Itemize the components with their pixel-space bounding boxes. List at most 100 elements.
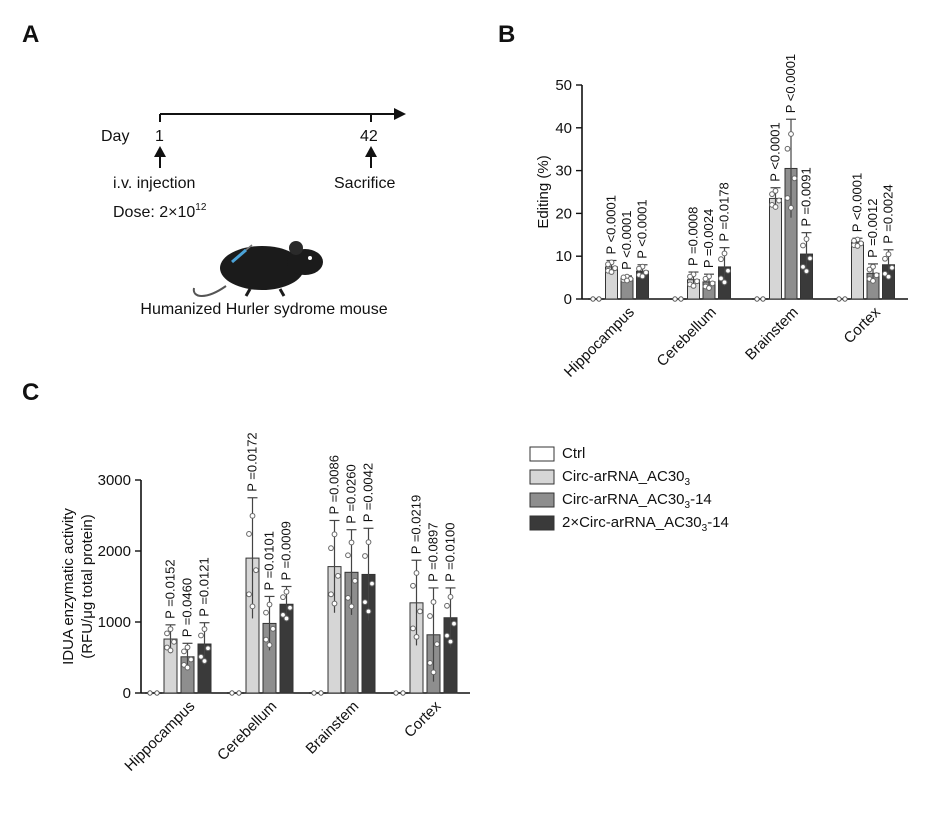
y-axis-label: IDUA enzymatic activity: [60, 508, 77, 665]
data-point: [678, 296, 684, 302]
p-value-label: P =0.0009: [279, 521, 294, 580]
data-point: [725, 267, 731, 274]
data-point: [318, 690, 324, 696]
y-tick-label: 2000: [98, 543, 131, 560]
dose-prefix: Dose: 2×10: [113, 204, 195, 221]
data-point: [427, 659, 433, 666]
p-value-label: P =0.0024: [701, 209, 716, 268]
data-point: [605, 261, 611, 268]
data-point: [365, 608, 372, 615]
timeline: Day 1 42 i.v. injection Sacrifice Dose: …: [101, 108, 406, 221]
legend-suffix: -14: [707, 514, 729, 531]
data-point: [249, 603, 256, 610]
category-label: Cortex: [401, 697, 445, 741]
data-point: [280, 612, 286, 618]
data-point: [345, 594, 351, 601]
legend-subscript: 3: [685, 477, 691, 488]
y-tick-label: 0: [123, 685, 131, 702]
data-point: [410, 582, 416, 589]
data-point: [263, 609, 269, 616]
data-point: [249, 512, 256, 519]
y-tick-label: 1000: [98, 614, 131, 631]
data-point: [328, 545, 334, 552]
data-point: [147, 690, 153, 696]
data-point: [784, 195, 791, 201]
category-label: Hippocampus: [121, 698, 198, 775]
data-point: [639, 273, 646, 280]
legend: CtrlCirc-arRNA_AC303Circ-arRNA_AC303-142…: [529, 445, 729, 534]
legend-label: 2×Circ-arRNA_AC30: [562, 514, 702, 531]
p-value-label: P =0.0460: [180, 578, 195, 637]
data-point: [836, 296, 842, 302]
p-value-label: P =0.0012: [865, 198, 880, 257]
data-point: [721, 250, 728, 257]
p-value-label: P =0.0172: [245, 432, 260, 491]
y-tick-label: 0: [564, 291, 572, 308]
data-point: [188, 656, 194, 663]
data-point: [612, 265, 618, 272]
data-point: [788, 131, 794, 137]
data-point: [352, 577, 358, 584]
p-value-label: P =0.0219: [409, 495, 424, 554]
data-point: [882, 270, 888, 277]
legend-swatch: [529, 446, 555, 462]
data-point: [283, 615, 290, 622]
mouse-body: [220, 246, 304, 290]
panel-a-label: A: [22, 21, 39, 48]
data-point: [854, 243, 861, 249]
data-point: [590, 296, 596, 302]
data-point: [283, 588, 290, 595]
p-value-label: P =0.0121: [197, 557, 212, 616]
legend-item: Circ-arRNA_AC303-14: [562, 491, 712, 511]
timeline-arrowhead: [394, 108, 406, 120]
data-point: [772, 188, 779, 194]
bar: [769, 197, 782, 300]
data-point: [687, 273, 693, 280]
data-point: [885, 273, 892, 280]
data-point: [335, 572, 341, 579]
panel-b-label: B: [498, 21, 515, 48]
data-point: [198, 632, 204, 639]
data-point: [331, 600, 338, 607]
data-point: [807, 255, 813, 262]
legend-label: Ctrl: [562, 445, 585, 462]
data-point: [760, 296, 766, 302]
mouse-illustration: [192, 241, 323, 297]
data-point: [434, 641, 440, 648]
p-value-label: P =0.0100: [443, 523, 458, 582]
data-point: [413, 570, 420, 576]
sacrifice-label: Sacrifice: [334, 175, 395, 192]
p-value-label: P =0.0042: [361, 463, 376, 522]
p-value-label: P =0.0152: [163, 559, 178, 618]
data-point: [694, 278, 700, 285]
data-point: [154, 690, 160, 696]
legend-subscript: 3: [702, 523, 708, 534]
data-point: [184, 664, 191, 671]
legend-swatch: [529, 492, 555, 508]
mouse-ear: [289, 241, 303, 255]
data-point: [430, 599, 437, 605]
data-point: [636, 265, 642, 272]
data-point: [266, 601, 273, 608]
data-point: [702, 275, 709, 282]
p-value-label: P <0.0001: [783, 54, 798, 113]
end-day: 42: [360, 128, 378, 145]
data-point: [430, 669, 437, 676]
category-label: Cerebellum: [654, 304, 720, 370]
data-point: [672, 296, 678, 302]
data-point: [447, 638, 454, 645]
data-point: [791, 175, 798, 182]
data-point: [167, 626, 174, 632]
injection-label: i.v. injection: [113, 175, 195, 192]
data-point: [348, 603, 355, 610]
data-point: [229, 690, 235, 696]
y-tick-label: 40: [555, 120, 572, 137]
data-point: [201, 626, 208, 632]
data-point: [800, 264, 806, 270]
data-point: [444, 602, 450, 609]
category-label: Cortex: [841, 303, 885, 347]
data-point: [400, 690, 406, 696]
data-point: [882, 255, 888, 262]
data-point: [246, 591, 252, 598]
data-point: [184, 644, 191, 651]
